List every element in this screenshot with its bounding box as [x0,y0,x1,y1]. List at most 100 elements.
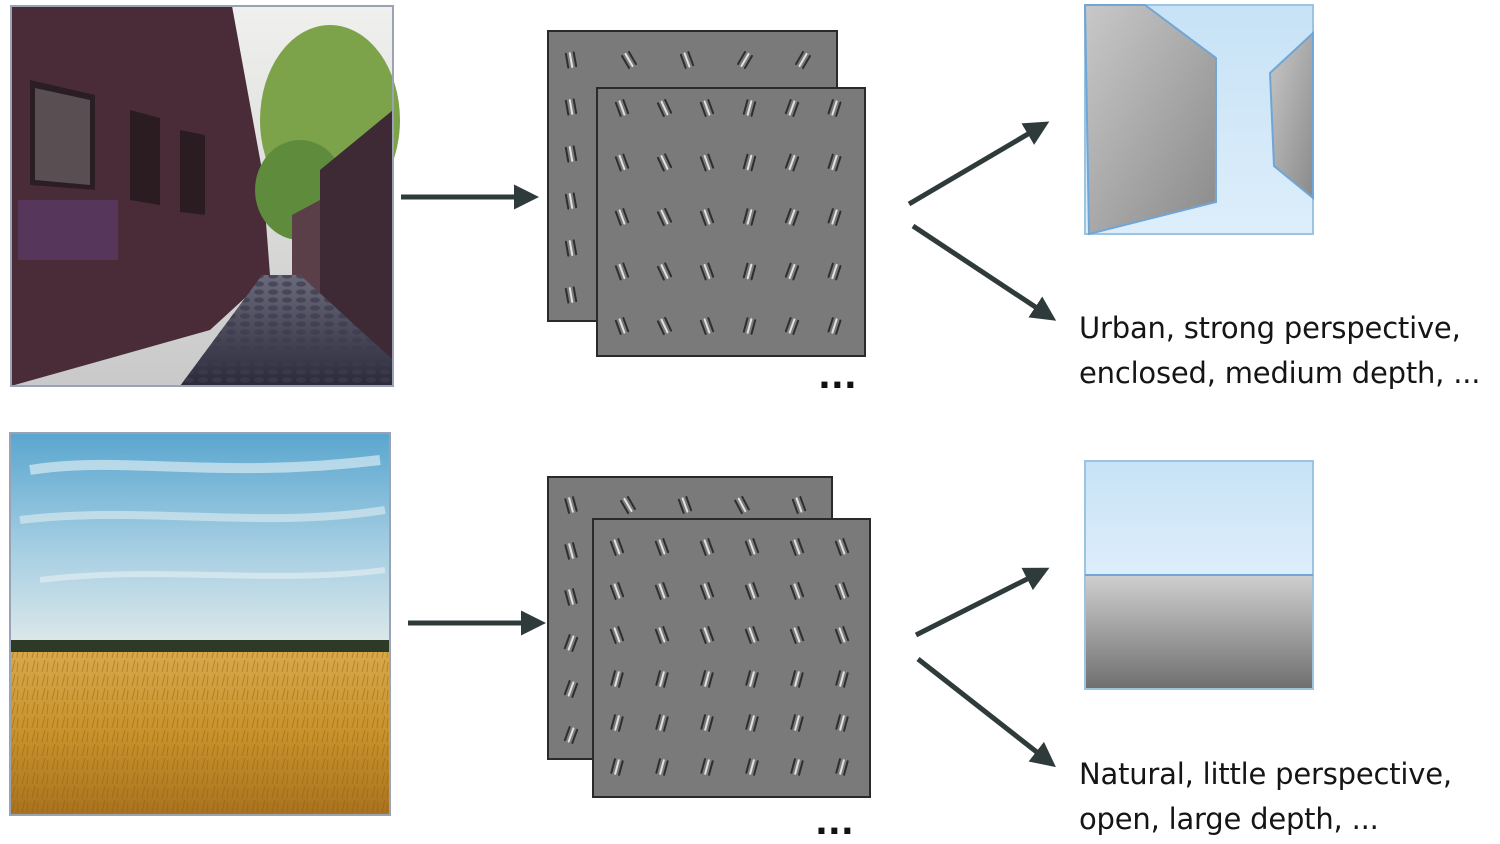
gabor-patch [564,286,578,304]
gabor-patch [655,670,669,688]
gabor-patch [699,582,715,600]
gabor-patch [789,582,805,600]
gabor-patch [834,538,850,556]
description-line: Natural, little perspective, [1079,757,1452,791]
gabor-patch [699,99,715,117]
gabor-patch [745,714,759,732]
gabor-patch [699,626,715,644]
gabor-patch [835,714,849,732]
gabor-patch [614,153,630,172]
gabor-patch [737,50,753,70]
gabor-patch [784,317,800,335]
gabor-patch [734,495,750,515]
gabor-patch [795,50,811,70]
up-right-arrow-icon [907,121,1050,207]
gabor-patch [835,670,849,688]
gabor-filter-stack-urban [547,30,866,357]
gabor-patch [610,758,624,776]
gabor-patch [742,262,757,281]
gabor-patch [742,317,757,335]
gabor-patch [827,208,842,226]
gabor-patch [654,538,670,556]
down-right-arrow-icon [916,657,1056,768]
gabor-patch [654,626,670,644]
gabor-patch [699,208,715,226]
gabor-patch [564,496,578,514]
gabor-patch [564,145,578,163]
gabor-patch [564,192,578,210]
gabor-patch [656,207,673,227]
gabor-patch [677,496,693,514]
ellipsis-urban: ... [818,357,857,397]
gabor-patch [699,262,715,281]
gabor-patch [742,208,757,226]
gabor-patch [700,758,714,776]
gabor-patch [784,153,800,172]
enclosed-layout-schematic [1083,4,1314,236]
gabor-patch [614,208,630,226]
gabor-patch [700,714,714,732]
gabor-patch [699,153,715,172]
gabor-patch [745,670,759,688]
gabor-patch [564,51,578,69]
gabor-patch [564,542,578,560]
gabor-patch [699,317,715,335]
gabor-patch [656,98,673,118]
gabor-patch [827,317,842,335]
ellipsis-natural: ... [815,803,854,843]
gabor-patch [700,670,714,688]
gabor-patch [614,317,630,335]
wheat-field-photo [9,432,391,816]
gabor-patch [744,626,760,644]
gabor-patch [790,758,804,776]
gabor-patch [656,316,673,336]
gabor-patch [790,670,804,688]
gabor-patch [789,538,805,556]
gabor-patch [609,582,625,600]
gabor-patch [789,626,805,644]
gabor-patch [610,670,624,688]
gabor-patch [614,99,630,117]
gabor-patch [827,99,842,117]
gabor-patch [564,239,578,257]
gabor-patch [834,626,850,644]
gabor-patch [742,99,757,117]
gabor-patch [699,538,715,556]
gabor-patch [609,538,625,556]
description-line: enclosed, medium depth, ... [1079,356,1481,390]
urban-street-photo [10,5,400,387]
gabor-patch [791,496,807,514]
gabor-patch [620,495,636,515]
description-line: Urban, strong perspective, [1079,311,1461,345]
gabor-patch [744,538,760,556]
gabor-patch [564,588,578,606]
natural-description: Natural, little perspective, open, large… [1079,752,1452,842]
gabor-patch [790,714,804,732]
gabor-patch [621,50,637,70]
gabor-patch [610,714,624,732]
filter-panel-front [596,87,866,357]
down-right-arrow-icon [911,223,1057,321]
gabor-patch [744,582,760,600]
gabor-patch [564,98,578,116]
gabor-patch [563,726,579,744]
gabor-patch [742,153,757,172]
gabor-grid-front [614,98,842,336]
gabor-filter-stack-natural [547,476,871,798]
gabor-patch [827,153,842,172]
description-line: open, large depth, ... [1079,802,1379,836]
gabor-patch [835,758,849,776]
up-right-arrow-icon [914,567,1050,638]
gabor-patch [655,714,669,732]
filter-panel-front [592,518,871,798]
gabor-patch [784,99,800,117]
open-layout-schematic [1084,460,1314,690]
gabor-patch [655,758,669,776]
gabor-patch [784,208,800,226]
gabor-patch [563,634,579,652]
gabor-patch [654,582,670,600]
gabor-patch [745,758,759,776]
gabor-patch [563,680,579,698]
urban-description: Urban, strong perspective, enclosed, med… [1079,306,1480,396]
